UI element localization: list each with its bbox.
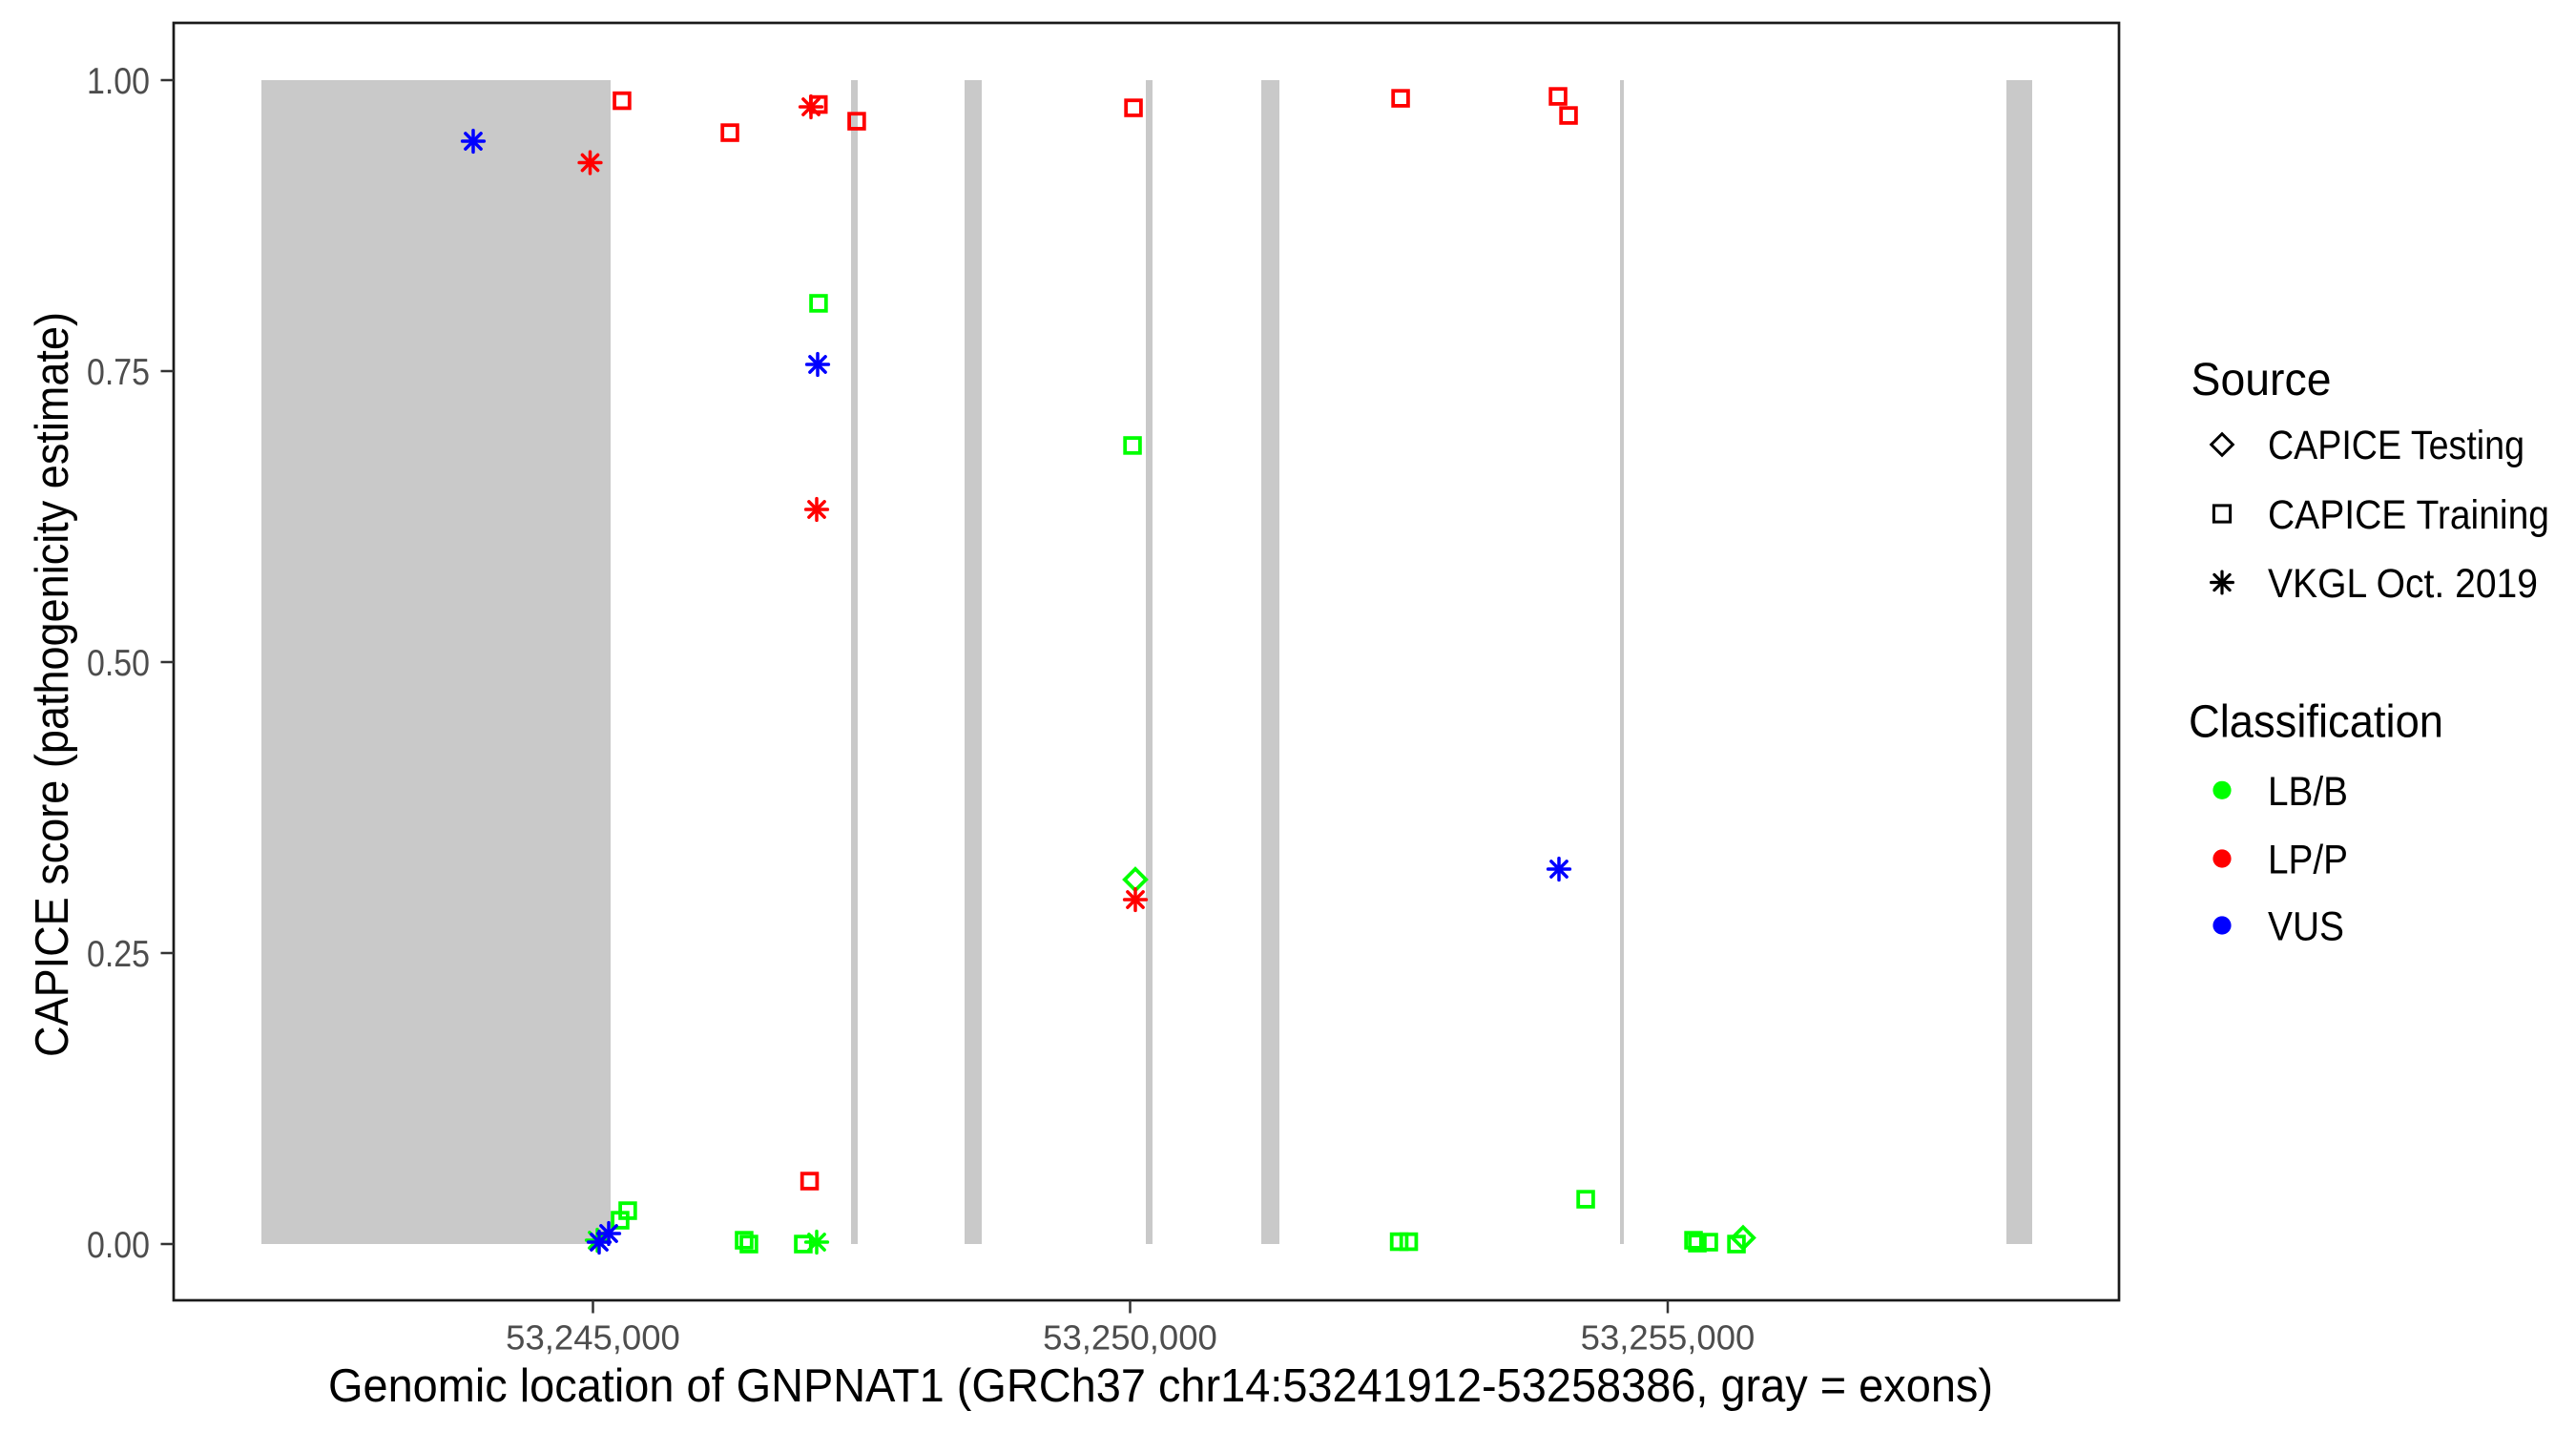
svg-text:0.50: 0.50 [87, 643, 150, 684]
svg-text:53,245,000: 53,245,000 [506, 1318, 680, 1358]
svg-text:VKGL Oct. 2019: VKGL Oct. 2019 [2268, 561, 2538, 607]
svg-text:CAPICE Training: CAPICE Training [2268, 492, 2549, 538]
svg-text:0.00: 0.00 [87, 1225, 150, 1266]
svg-text:CAPICE score (pathogenicity es: CAPICE score (pathogenicity estimate) [27, 312, 78, 1057]
svg-text:CAPICE Testing: CAPICE Testing [2268, 423, 2524, 468]
svg-text:Genomic location of GNPNAT1 (G: Genomic location of GNPNAT1 (GRCh37 chr1… [328, 1360, 1993, 1412]
svg-text:0.75: 0.75 [87, 352, 150, 393]
svg-text:LB/B: LB/B [2268, 769, 2348, 815]
svg-text:Source: Source [2192, 355, 2332, 405]
svg-text:53,255,000: 53,255,000 [1581, 1318, 1755, 1358]
svg-text:53,250,000: 53,250,000 [1043, 1318, 1217, 1358]
svg-text:LP/P: LP/P [2268, 838, 2348, 883]
svg-text:Classification: Classification [2189, 696, 2443, 747]
svg-text:VUS: VUS [2268, 904, 2344, 950]
svg-text:1.00: 1.00 [87, 61, 150, 102]
svg-text:0.25: 0.25 [87, 934, 150, 975]
